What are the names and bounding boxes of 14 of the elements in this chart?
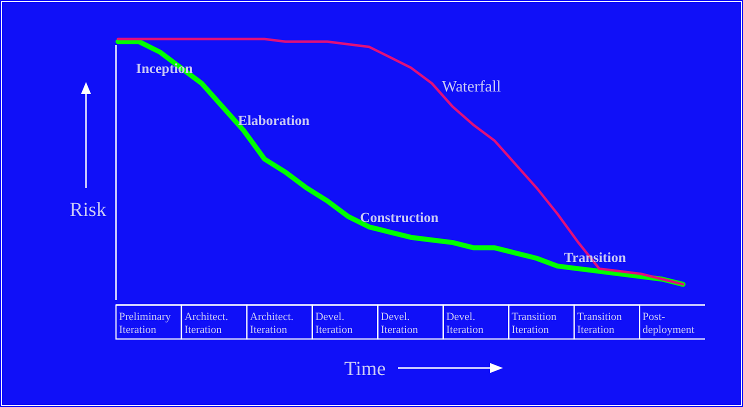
text: Devel. Iteration (380, 311, 419, 336)
text: Architect. Iteration (184, 311, 228, 336)
text: Architect. Iteration (250, 311, 294, 336)
text: Transition Iteration (512, 311, 557, 336)
series-label: Waterfall (442, 78, 502, 96)
text: Preliminary Iteration (119, 311, 172, 336)
text: Devel. Iteration (315, 311, 354, 336)
x-axis-title: Time (344, 358, 386, 380)
text: Devel. Iteration (446, 311, 484, 336)
text: Transition Iteration (577, 311, 622, 336)
y-axis-title: Risk (70, 199, 106, 221)
annotation: Elaboration (238, 114, 310, 129)
text: Post-deployment (642, 311, 694, 336)
annotation: Construction (360, 211, 439, 226)
